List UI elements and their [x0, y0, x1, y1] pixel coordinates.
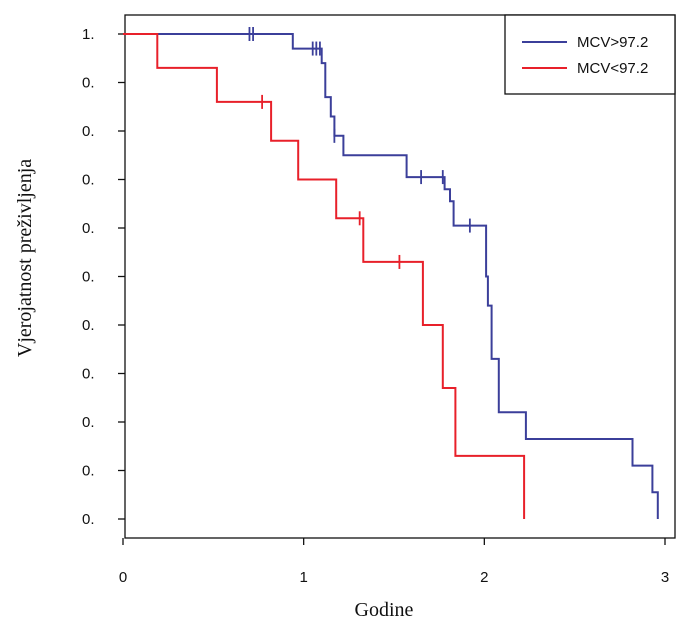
x-tick-label: 2	[480, 569, 488, 586]
y-tick-label: 0.	[82, 511, 95, 528]
y-tick-label: 0.	[82, 414, 95, 431]
y-axis-title: Vjerojatnost preživljenja	[14, 159, 36, 357]
series-line-2	[123, 33, 526, 519]
y-tick-label: 0.	[82, 220, 95, 237]
legend: MCV>97.2 MCV<97.2	[504, 14, 676, 95]
x-tick-label: 1	[299, 569, 307, 586]
y-tick-label: 0.	[82, 463, 95, 480]
x-tick-label: 0	[119, 569, 127, 586]
series-layer	[123, 27, 659, 519]
y-axis: 1. 0. 0. 0. 0. 0. 0. 0. 0. 0. 0.	[82, 26, 125, 528]
y-tick-label: 0.	[82, 269, 95, 286]
legend-label-series-1: MCV>97.2	[577, 34, 648, 51]
y-tick-label: 1.	[82, 26, 95, 43]
y-tick-label: 0.	[82, 317, 95, 334]
y-tick-label: 0.	[82, 123, 95, 140]
legend-label-series-2: MCV<97.2	[577, 60, 648, 77]
y-tick-label: 0.	[82, 172, 95, 189]
y-tick-label: 0.	[82, 366, 95, 383]
x-axis-title: Godine	[355, 599, 414, 621]
x-axis: 0 1 2 3	[119, 538, 669, 586]
x-tick-label: 3	[661, 569, 669, 586]
series-line-1	[123, 33, 659, 519]
y-tick-label: 0.	[82, 75, 95, 92]
legend-box	[504, 14, 676, 95]
